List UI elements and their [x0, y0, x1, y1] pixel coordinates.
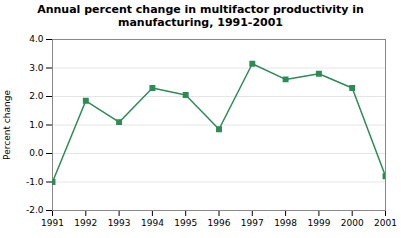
svg-text:2.0: 2.0: [29, 91, 44, 101]
svg-text:1991: 1991: [41, 218, 64, 228]
svg-text:1995: 1995: [174, 218, 197, 228]
svg-text:1997: 1997: [241, 218, 264, 228]
svg-text:1999: 1999: [307, 218, 330, 228]
svg-text:1994: 1994: [141, 218, 164, 228]
svg-text:Percent change: Percent change: [2, 90, 12, 160]
svg-text:2000: 2000: [341, 218, 364, 228]
svg-text:3.0: 3.0: [29, 63, 44, 73]
svg-text:4.0: 4.0: [29, 34, 44, 44]
svg-text:1992: 1992: [74, 218, 97, 228]
html-text:Annual percent change in multi: Annual percent change in multifactor pro…: [37, 3, 364, 29]
svg-text:1.0: 1.0: [29, 120, 44, 130]
svg-text:1993: 1993: [108, 218, 131, 228]
svg-text:-1.0: -1.0: [26, 177, 44, 187]
svg-text:-2.0: -2.0: [26, 205, 44, 215]
svg-text:1996: 1996: [208, 218, 231, 228]
svg-text:2001: 2001: [374, 218, 397, 228]
svg-text:0.0: 0.0: [29, 148, 44, 158]
svg-text:1998: 1998: [274, 218, 297, 228]
